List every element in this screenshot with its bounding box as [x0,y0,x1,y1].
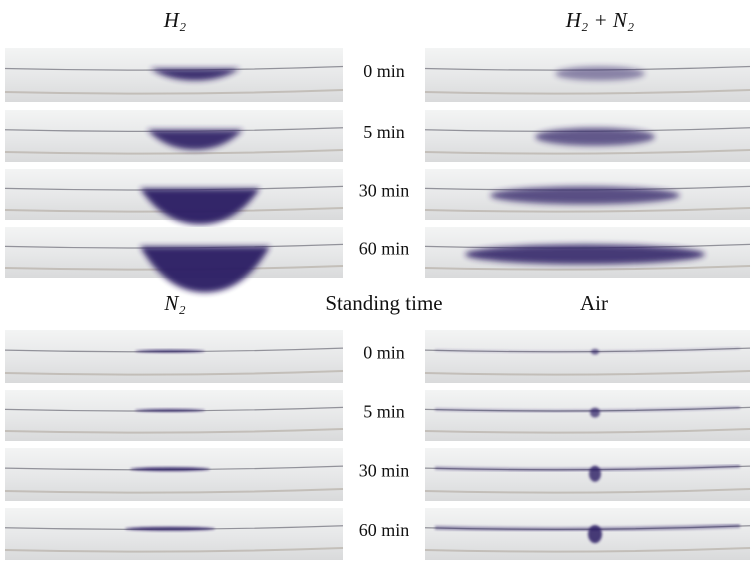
stain-line [434,347,741,353]
stain [130,467,210,472]
stain [147,129,243,150]
time-label: 0 min [363,343,405,363]
time-label: 5 min [363,402,405,422]
strip-bottom [424,265,751,271]
stain [150,68,240,81]
strip-bottom [424,89,751,95]
stain [140,246,270,293]
strip-bottom [4,149,344,155]
strip-bottom [4,89,344,95]
stain [140,188,260,225]
time-label: 30 min [359,461,410,481]
stain [465,244,705,265]
strip-bottom [424,547,751,553]
strips [4,48,751,560]
stain-line [434,523,741,532]
strip-bottom [424,488,751,494]
stain [125,526,215,531]
stain [589,465,601,482]
stain-line [434,406,741,412]
center-label: Standing time [325,291,442,315]
stain-line [434,464,741,472]
stain [135,349,205,353]
panel-title: H₂ + N₂ [565,8,634,32]
strip-bottom [4,488,344,494]
panel-title: Air [580,291,608,315]
strip-bottom [424,428,751,434]
stain [591,348,599,355]
time-label: 5 min [363,122,405,142]
panel-title: H₂ [163,8,186,32]
strip-bottom [4,370,344,376]
strip-bottom [4,547,344,553]
strip-bottom [424,207,751,213]
stain [135,408,205,412]
strip-bottom [424,370,751,376]
stain [490,186,680,205]
time-label: 60 min [359,239,410,259]
stain [555,66,645,81]
time-label: 0 min [363,61,405,81]
time-label: 30 min [359,181,410,201]
stain [588,525,602,544]
stain [535,127,655,146]
time-label: 60 min [359,520,410,540]
strip-bottom [4,428,344,434]
stain [590,407,600,418]
strip-bottom [424,149,751,155]
panel-title: N₂ [163,291,185,315]
